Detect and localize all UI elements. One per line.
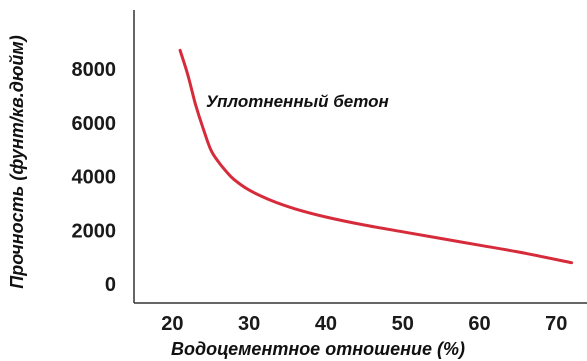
y-tick-label: 4000: [72, 167, 117, 189]
x-tick-label: 50: [392, 313, 414, 335]
series-layer: [178, 48, 574, 265]
series-line: [178, 48, 574, 265]
y-tick-label: 6000: [72, 113, 117, 135]
y-tick-label: 2000: [72, 220, 117, 242]
x-tick-label: 70: [545, 313, 567, 335]
chart-axes: [133, 10, 587, 304]
y-tick-label: 8000: [72, 59, 117, 81]
y-tick-label: 0: [105, 274, 116, 296]
x-tick-label: 40: [315, 313, 337, 335]
series-annotation-label: Уплотненный бетон: [206, 92, 389, 111]
x-tick-label: 60: [468, 313, 490, 335]
x-tick-label: 20: [161, 313, 183, 335]
y-axis-title: Прочность (фунт/кв.дюйм): [7, 35, 27, 288]
y-tick-labels: 0 2000 4000 6000 8000: [72, 59, 117, 296]
x-axis-title: Водоцементное отношение (%): [171, 339, 465, 359]
x-tick-label: 30: [238, 313, 260, 335]
x-tick-labels: 20 30 40 50 60 70: [161, 313, 567, 335]
